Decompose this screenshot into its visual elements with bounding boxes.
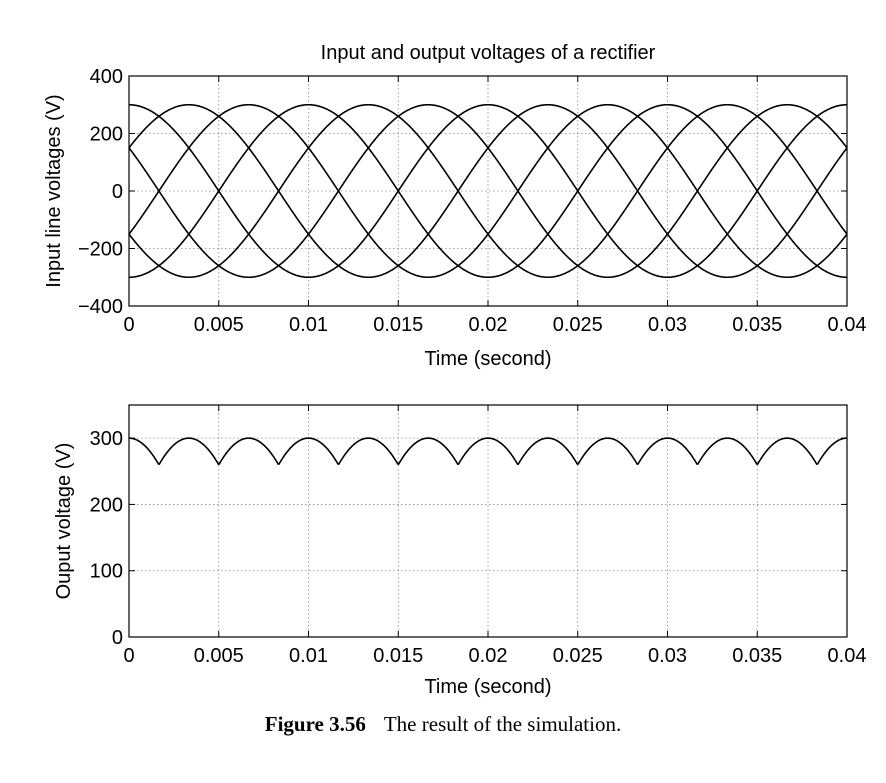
x-tick-label: 0.02: [469, 645, 508, 667]
x-tick-label: 0.03: [648, 645, 687, 667]
output-voltage-line: [128, 437, 848, 465]
y-tick-label: 200: [90, 494, 123, 516]
x-tick-label: 0.015: [373, 645, 423, 667]
series-line-5: [128, 103, 848, 279]
y-tick-label: 200: [90, 124, 123, 146]
x-tick-label: 0.04: [828, 645, 867, 667]
y-tick-label: 0: [112, 627, 123, 649]
x-tick-label: 0.03: [648, 314, 687, 336]
x-tick-label: 0.035: [732, 314, 782, 336]
x-tick-label: 0.04: [828, 314, 867, 336]
chart-title: Input and output voltages of a rectifier: [321, 42, 656, 64]
figure-caption: Figure 3.56 The result of the simulation.: [0, 712, 886, 737]
x-tick-label: 0.025: [553, 314, 603, 336]
bottom-plot: 0 0.005 0.01 0.015 0.02 0.025 0.03 0.035 0.04 300…: [53, 404, 867, 698]
y-tick-label: 400: [90, 66, 123, 88]
x-tick-label: 0: [123, 645, 134, 667]
x-tick-label: 0: [123, 314, 134, 336]
x-tick-label: 0.035: [732, 645, 782, 667]
x-tick-label: 0.01: [289, 314, 328, 336]
plot-frame: [128, 75, 848, 307]
x-tick-label: 0.005: [194, 314, 244, 336]
x-tick-label: 0.02: [469, 314, 508, 336]
top-plot: 0 0.005 0.01 0.015 0.02 0.025 0.03 0.035 0.04 400…: [43, 42, 866, 370]
y-axis-label: Ouput voltage (V): [53, 443, 75, 600]
caption-text: The result of the simulation.: [383, 712, 622, 736]
series-line-6: [128, 103, 848, 279]
x-tick-label: 0.015: [373, 314, 423, 336]
x-tick-label: 0.025: [553, 645, 603, 667]
x-axis-label: Time (second): [424, 676, 551, 698]
y-tick-label: −200: [78, 239, 123, 261]
x-tick-label: 0.005: [194, 645, 244, 667]
y-tick-label: −400: [78, 296, 123, 318]
series-line-3: [128, 103, 848, 279]
caption-label: Figure 3.56: [264, 712, 366, 736]
y-tick-label: 300: [90, 428, 123, 450]
x-axis-label: Time (second): [424, 348, 551, 370]
y-tick-label: 0: [112, 181, 123, 203]
series-line-2: [128, 103, 848, 279]
series-line-1: [128, 103, 848, 279]
y-tick-label: 100: [90, 561, 123, 583]
series-line-4: [128, 103, 848, 279]
y-axis-label: Input line voltages (V): [43, 94, 65, 287]
x-tick-label: 0.01: [289, 645, 328, 667]
